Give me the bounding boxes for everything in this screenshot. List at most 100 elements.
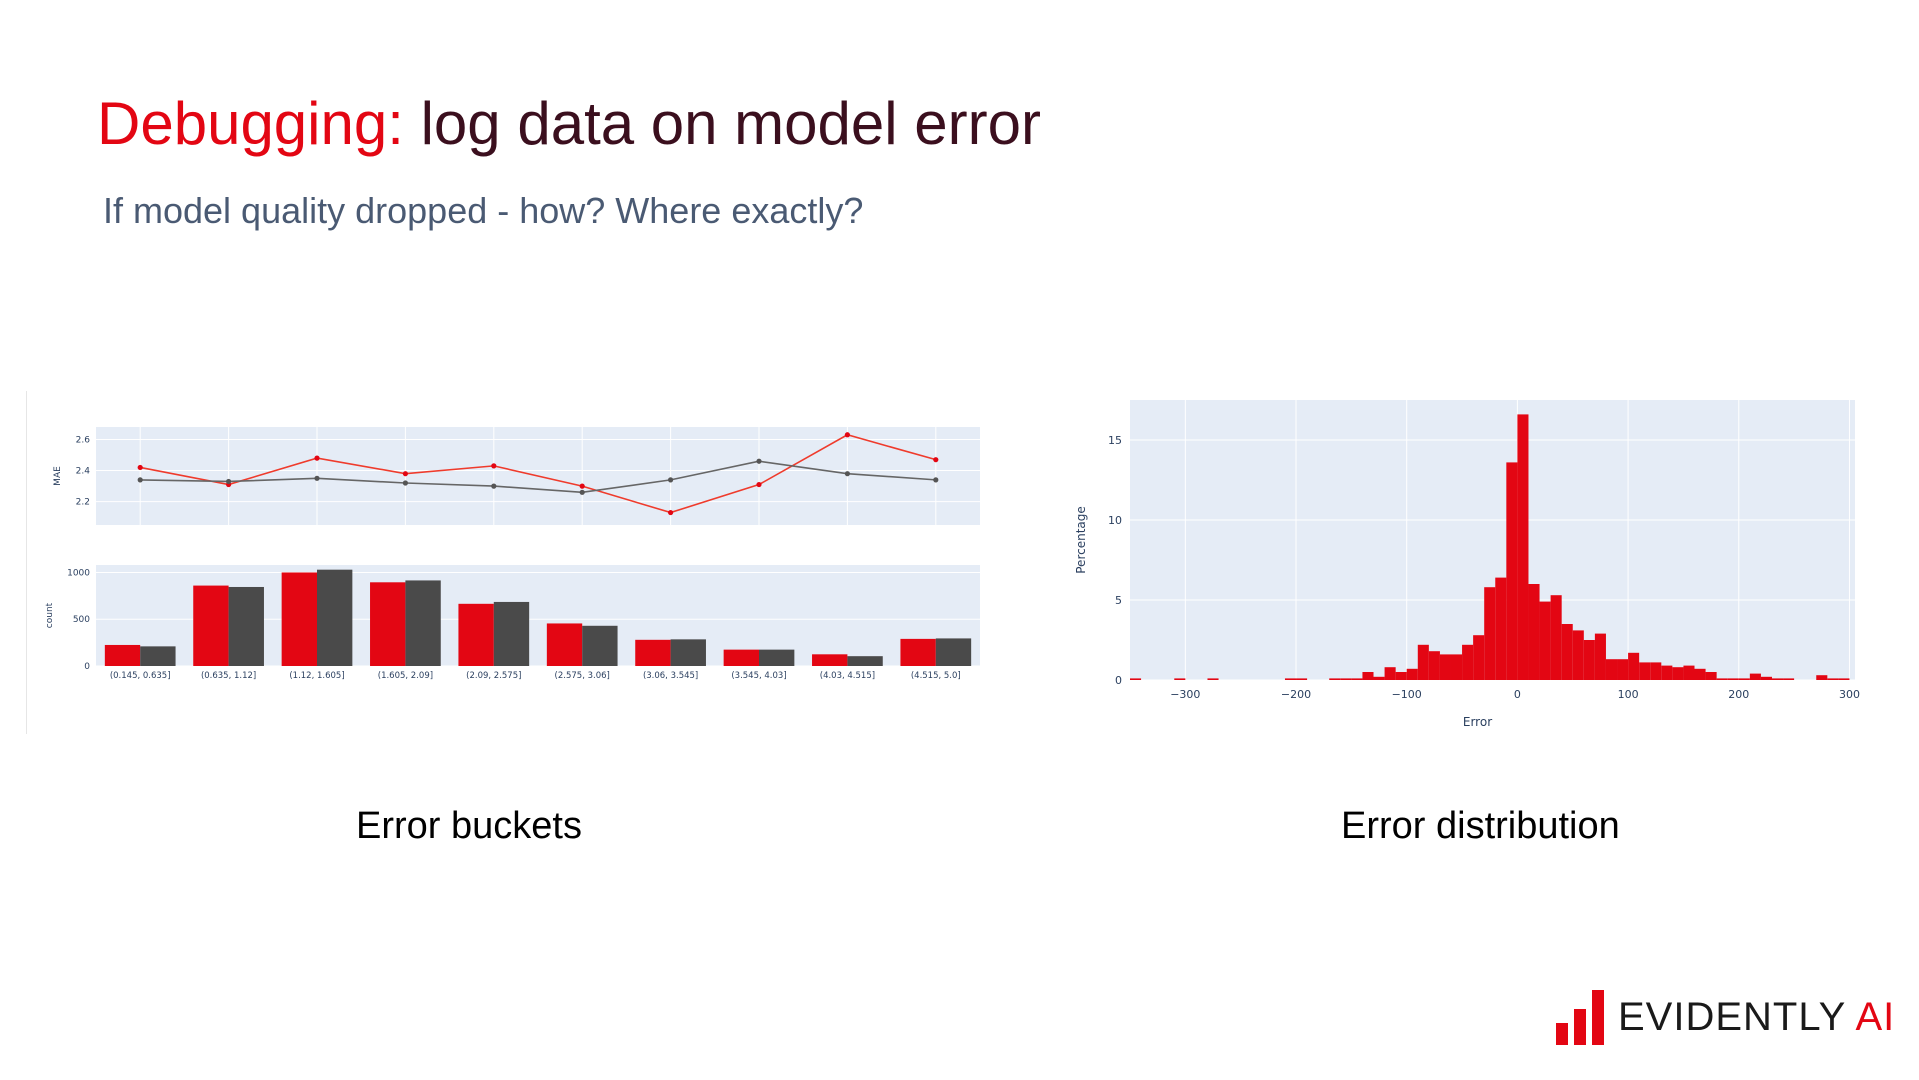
count-bar-0	[104, 644, 141, 666]
hist-bar	[1617, 659, 1629, 680]
hist-bar	[1694, 668, 1706, 680]
hist-y-tick-label: 0	[1115, 674, 1122, 687]
count-bar-1	[140, 646, 176, 666]
hist-bar	[1484, 587, 1496, 680]
count-bar-1	[405, 580, 441, 666]
bucket-tick-label: (2.575, 3.06]	[555, 671, 610, 681]
count-bar-0	[812, 654, 848, 666]
hist-bar	[1384, 667, 1396, 680]
hist-y-tick-label: 15	[1108, 434, 1122, 447]
hist-bar	[1594, 633, 1606, 680]
slide-title: Debugging: log data on model error	[97, 88, 1041, 160]
mae-point-0	[844, 432, 851, 438]
mae-tick-label: 2.2	[76, 498, 90, 508]
count-bar-0	[281, 572, 317, 666]
logo-ai: AI	[1845, 995, 1896, 1039]
mae-point-1	[226, 478, 232, 485]
hist-x-tick-label: 0	[1514, 688, 1521, 701]
hist-bar	[1816, 675, 1828, 680]
logo-bars-icon	[1556, 990, 1604, 1045]
hist-bar	[1550, 595, 1562, 680]
hist-bar	[1672, 667, 1684, 680]
hist-bar	[1428, 651, 1440, 680]
hist-x-tick-label: 100	[1618, 688, 1639, 701]
logo-wordmark: EVIDENTLY	[1618, 995, 1846, 1039]
mae-point-0	[579, 483, 585, 489]
mae-point-0	[314, 455, 320, 461]
caption-error-distribution: Error distribution	[1341, 805, 1620, 847]
hist-bar	[1760, 676, 1772, 680]
hist-bar	[1439, 654, 1451, 680]
count-bar-0	[546, 623, 583, 666]
hist-bar	[1749, 673, 1761, 680]
hist-bar	[1450, 654, 1463, 680]
count-bar-0	[370, 582, 406, 666]
mae-point-0	[933, 457, 939, 463]
bucket-tick-label: (2.09, 2.575]	[466, 671, 521, 681]
hist-bar	[1716, 678, 1728, 680]
hist-bar	[1639, 662, 1651, 680]
hist-bar	[1705, 672, 1717, 680]
count-bar-1	[228, 586, 264, 666]
hist-bar	[1561, 624, 1573, 680]
hist-bar	[1207, 678, 1219, 680]
panel-divider	[26, 391, 27, 734]
hist-x-tick-label: −100	[1392, 688, 1422, 701]
mae-point-0	[137, 464, 143, 471]
hist-x-tick-label: −300	[1170, 688, 1200, 701]
hist-x-axis-label: Error	[1463, 715, 1492, 729]
hist-y-axis-label: Percentage	[1074, 506, 1088, 574]
hist-bar	[1473, 635, 1485, 680]
mae-point-1	[668, 477, 674, 483]
mae-point-1	[844, 471, 851, 477]
mae-point-1	[756, 458, 762, 464]
hist-x-tick-label: 200	[1728, 688, 1749, 701]
hist-bar	[1771, 678, 1784, 680]
hist-bar	[1395, 672, 1407, 680]
count-bar-0	[193, 585, 229, 666]
count-tick-label: 500	[73, 615, 90, 625]
mae-point-0	[668, 509, 674, 516]
hist-y-tick-label: 5	[1115, 594, 1122, 607]
count-bar-1	[935, 638, 972, 666]
hist-x-tick-label: 300	[1839, 688, 1860, 701]
count-bar-1	[670, 639, 706, 666]
mae-point-1	[137, 477, 143, 483]
bucket-tick-label: (4.03, 4.515]	[820, 671, 875, 681]
bucket-tick-label: (1.605, 2.09]	[378, 671, 433, 681]
hist-bar	[1583, 640, 1595, 680]
count-tick-label: 1000	[67, 568, 90, 578]
hist-bar	[1683, 665, 1695, 680]
hist-bar	[1284, 678, 1297, 680]
hist-bar	[1506, 462, 1518, 680]
hist-bar	[1572, 630, 1584, 680]
count-bar-1	[759, 649, 795, 666]
mae-point-1	[933, 477, 939, 483]
error-buckets-chart: 2.2 2.4 2.6 MAE 0 500 1000 count (0.145, 0.635] (…	[45, 427, 980, 681]
hist-bar	[1605, 659, 1618, 680]
count-bar-1	[582, 625, 618, 666]
hist-bar	[1661, 665, 1673, 680]
count-bar-0	[723, 649, 759, 666]
hist-bar	[1495, 577, 1507, 680]
hist-bar	[1838, 678, 1850, 680]
hist-bar	[1827, 678, 1839, 680]
bucket-tick-label: (3.545, 4.03]	[731, 671, 786, 681]
bucket-tick-label: (0.635, 1.12]	[201, 671, 256, 681]
hist-bar	[1340, 678, 1352, 680]
hist-bar	[1406, 668, 1418, 680]
hist-bar	[1373, 676, 1385, 680]
hist-bar	[1628, 652, 1640, 680]
count-axis-label: count	[45, 602, 55, 628]
bucket-tick-label: (0.145, 0.635]	[110, 671, 171, 681]
count-bar-1	[847, 656, 883, 666]
mae-series-line-1	[140, 460, 936, 494]
mae-point-0	[756, 481, 762, 488]
hist-x-tick-label: −200	[1281, 688, 1311, 701]
hist-bar	[1528, 584, 1540, 680]
slide-title-accent: Debugging:	[97, 90, 404, 157]
hist-bar	[1727, 678, 1739, 680]
bucket-tick-label: (4.515, 5.0]	[911, 671, 961, 681]
hist-bar	[1783, 678, 1795, 680]
hist-bar	[1174, 678, 1186, 680]
